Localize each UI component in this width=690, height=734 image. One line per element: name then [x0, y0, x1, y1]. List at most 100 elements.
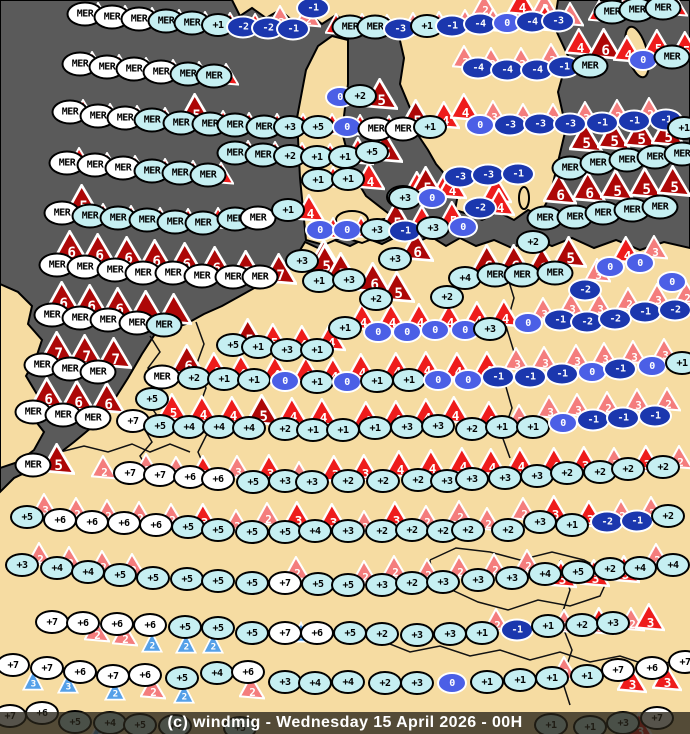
temp-badge-paleblue: +3	[268, 670, 302, 694]
svg-text:2: 2	[150, 641, 156, 652]
svg-text:7: 7	[276, 268, 285, 284]
temp-badge-white: +6	[300, 621, 334, 645]
svg-text:5: 5	[642, 182, 651, 198]
temp-badge-navy: -3	[471, 163, 505, 187]
svg-text:4: 4	[497, 200, 505, 215]
temp-badge-paleblue: +4	[298, 519, 332, 543]
sea-label-blue-oval: MER	[653, 44, 690, 70]
wind-arrow-salmon: 2	[254, 500, 283, 532]
temp-badge-paleblue: +1	[237, 368, 271, 392]
temp-badge-paleblue: +4	[623, 556, 657, 580]
temp-badge-white: +6	[133, 613, 167, 637]
temp-badge-white: +6	[43, 508, 77, 532]
temp-badge-paleblue: +3	[520, 464, 554, 488]
svg-text:2: 2	[626, 298, 633, 311]
temp-badge-paleblue: +5	[333, 621, 367, 645]
svg-text:3: 3	[66, 682, 72, 693]
svg-text:2: 2	[182, 692, 188, 703]
temp-badge-paleblue: +3	[523, 510, 557, 534]
svg-text:2: 2	[677, 456, 684, 469]
temp-badge-paleblue: +5	[268, 520, 302, 544]
svg-text:3: 3	[647, 615, 655, 630]
svg-text:2: 2	[122, 633, 129, 646]
svg-text:2: 2	[362, 571, 369, 584]
wind-arrow-darkred: 5	[598, 167, 636, 207]
svg-text:3: 3	[574, 355, 581, 368]
svg-text:2: 2	[482, 4, 489, 17]
svg-text:3: 3	[31, 679, 37, 690]
wind-arrow-salmon: 2	[90, 453, 119, 485]
caption-text: (c) windmig - Wednesday 15 April 2026 - …	[167, 714, 523, 731]
temp-badge-paleblue: +5	[135, 387, 169, 411]
temp-badge-paleblue: +2	[565, 613, 599, 637]
temp-badge-paleblue: +1	[413, 115, 447, 139]
svg-text:5: 5	[566, 251, 575, 267]
temp-badge-navy: -3	[541, 9, 575, 33]
svg-text:6: 6	[87, 299, 96, 315]
wind-arrow-red: 4	[448, 91, 482, 127]
temp-badge-paleblue: +2	[343, 84, 377, 108]
temp-badge-navy: -1	[617, 109, 651, 133]
svg-text:5: 5	[322, 259, 331, 275]
svg-text:3: 3	[42, 504, 49, 517]
temp-badge-white: +7	[601, 658, 635, 682]
svg-text:3: 3	[655, 294, 662, 307]
wind-arrow-darkred: 5	[655, 163, 690, 203]
wind-arrow-blue: 2	[103, 678, 127, 705]
temp-badge-paleblue: +3	[433, 622, 467, 646]
caption-bar: (c) windmig - Wednesday 15 April 2026 - …	[0, 712, 690, 734]
temp-badge-navy: -1	[606, 406, 640, 430]
sea-label-blue-oval: MER	[571, 53, 609, 79]
temp-badge-paleblue: +4	[528, 562, 562, 586]
svg-text:2: 2	[113, 689, 119, 700]
temp-badge-zero: 0	[392, 321, 422, 343]
svg-text:4: 4	[290, 409, 298, 424]
temp-badge-paleblue: +1	[300, 370, 334, 394]
temp-badge-white: +6	[107, 511, 141, 535]
temp-badge-paleblue: +1	[328, 316, 362, 340]
sea-label-blue-oval: MER	[536, 260, 574, 286]
temp-badge-paleblue: +5	[168, 615, 202, 639]
temp-badge-navy: -1	[576, 408, 610, 432]
wind-arrow-blue: 2	[201, 631, 225, 658]
temp-badge-paleblue: +1	[531, 614, 565, 638]
temp-badge-paleblue: +2	[516, 230, 550, 254]
sea-label-blue-oval: MER	[641, 194, 679, 220]
svg-text:5: 5	[394, 286, 403, 302]
svg-text:3: 3	[602, 353, 609, 366]
svg-text:5: 5	[610, 134, 619, 150]
sea-label-white-oval: MER	[43, 200, 81, 226]
temp-badge-zero: 0	[513, 312, 543, 334]
svg-text:2: 2	[101, 466, 108, 479]
sea-label-blue-oval: MER	[189, 162, 227, 188]
temp-badge-navy: -2	[463, 196, 497, 220]
svg-text:4: 4	[360, 315, 368, 330]
temp-badge-paleblue: +4	[71, 560, 105, 584]
temp-badge-paleblue: +3	[421, 414, 455, 438]
wind-arrow-darkred: 6	[541, 171, 579, 211]
temp-badge-paleblue: +5	[143, 414, 177, 438]
temp-badge-paleblue: +5	[165, 666, 199, 690]
svg-text:4: 4	[367, 174, 375, 189]
temp-badge-paleblue: +1	[465, 621, 499, 645]
temp-badge-paleblue: +5	[235, 571, 269, 595]
svg-text:6: 6	[152, 254, 161, 270]
temp-badge-zero: 0	[363, 321, 393, 343]
temp-badge-paleblue: +3	[400, 623, 434, 647]
temp-badge-paleblue: +1	[271, 198, 305, 222]
temp-badge-paleblue: +3	[473, 317, 507, 341]
temp-badge-paleblue: +1	[241, 335, 275, 359]
wind-arrow-darkred: 6	[570, 169, 608, 209]
temp-badge-paleblue: +5	[170, 567, 204, 591]
temp-badge-zero: 0	[423, 369, 453, 391]
temp-badge-zero: 0	[305, 219, 335, 241]
temp-badge-paleblue: +1	[665, 351, 690, 375]
temp-badge-paleblue: +1	[667, 116, 690, 140]
svg-text:7: 7	[111, 352, 120, 368]
temp-badge-white: +6	[66, 611, 100, 635]
temp-badge-paleblue: +5	[201, 616, 235, 640]
temp-badge-navy: -4	[490, 58, 524, 82]
temp-badge-paleblue: +2	[359, 287, 393, 311]
sea-label-blue-oval: MER	[663, 141, 690, 167]
temp-badge-paleblue: +3	[295, 470, 329, 494]
